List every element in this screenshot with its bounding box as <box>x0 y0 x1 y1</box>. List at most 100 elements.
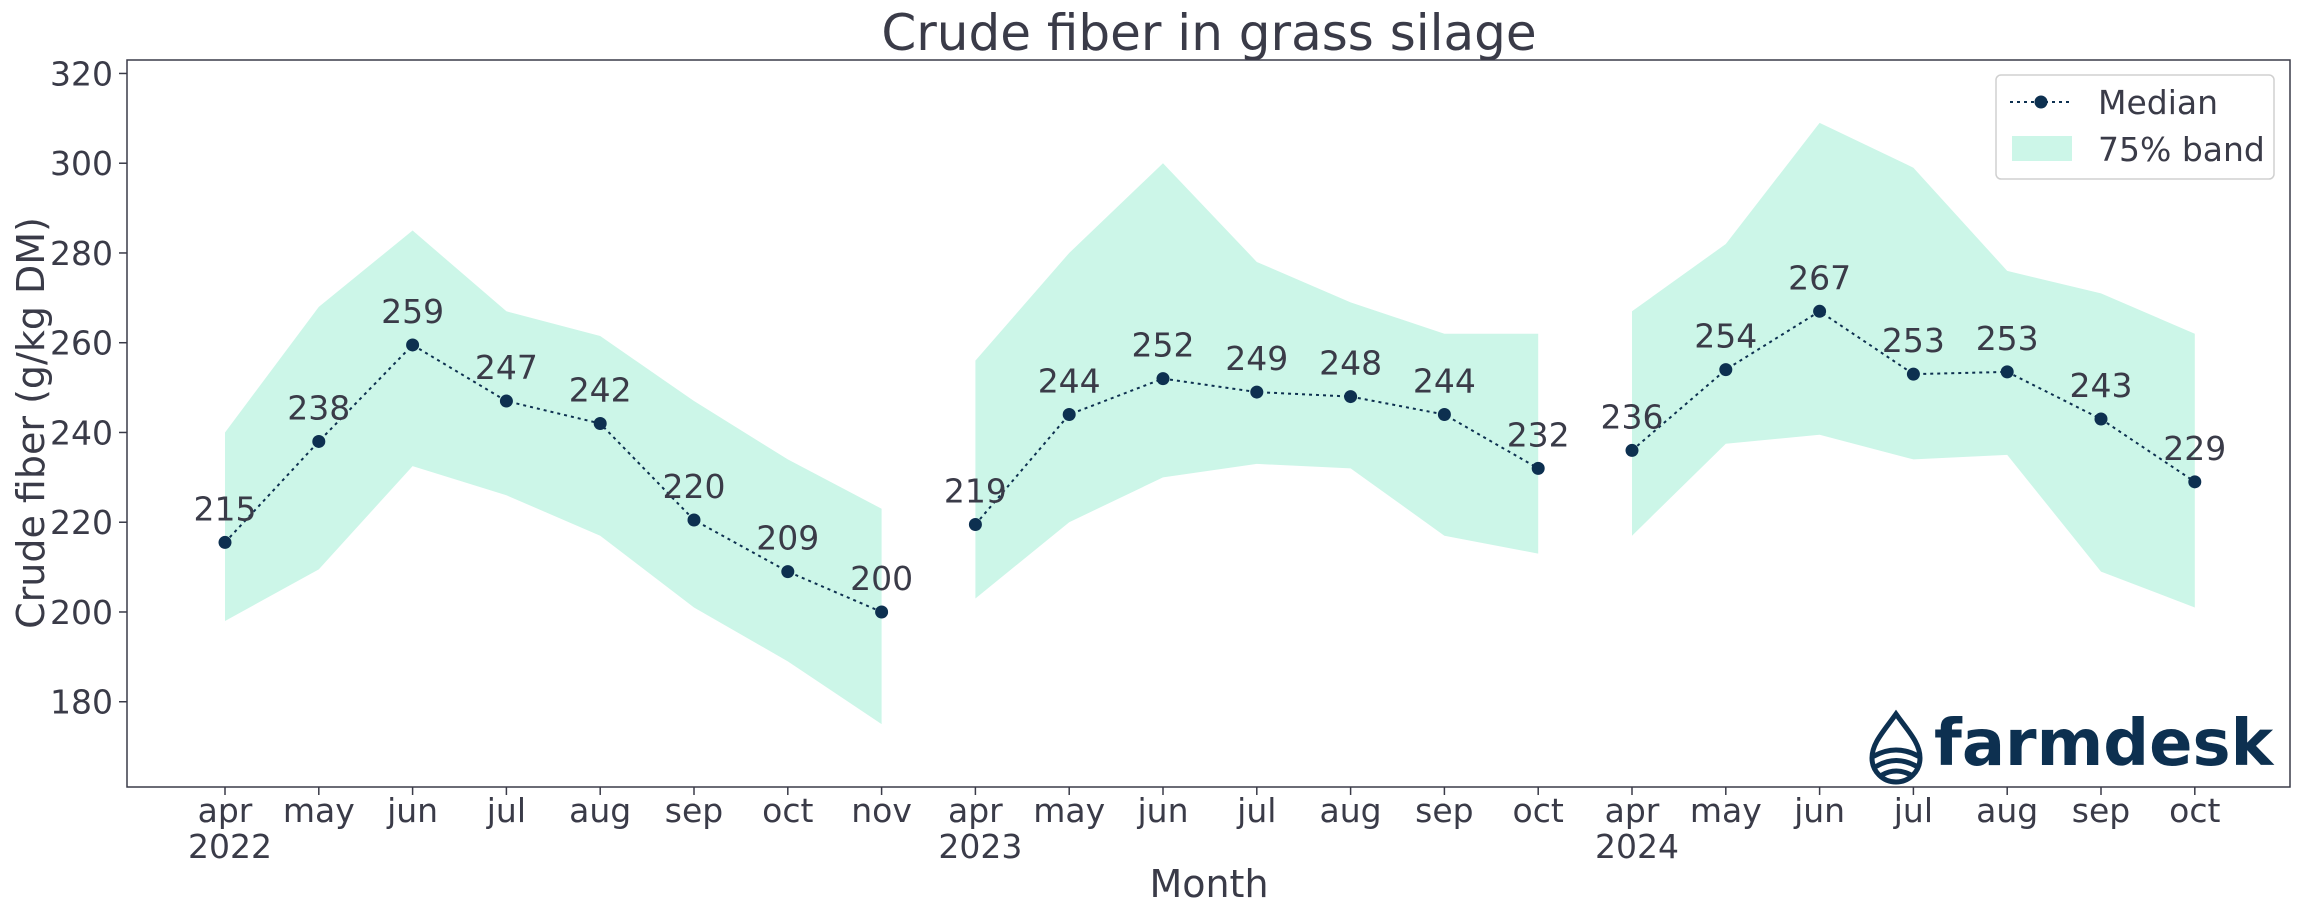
data-label: 253 <box>1976 319 2039 358</box>
x-tick-label: apr <box>948 791 1003 830</box>
median-point <box>1531 461 1545 475</box>
data-label: 247 <box>475 348 538 387</box>
x-tick-year-label: 2023 <box>938 827 1022 866</box>
data-label: 215 <box>194 489 257 528</box>
band-2022 <box>225 230 882 725</box>
median-point <box>2094 412 2108 426</box>
data-label: 254 <box>1694 317 1757 356</box>
data-label: 242 <box>569 371 632 410</box>
y-tick-label: 240 <box>50 413 113 452</box>
data-label: 236 <box>1601 397 1664 436</box>
x-tick-label: jun <box>1137 791 1189 830</box>
median-point <box>875 605 889 619</box>
data-label: 253 <box>1882 321 1945 360</box>
legend-band-swatch <box>2012 136 2072 161</box>
x-tick-label: nov <box>851 791 912 830</box>
y-tick-label: 180 <box>50 683 113 722</box>
median-point <box>1813 304 1827 318</box>
y-axis-ticks: 180 200 220 240 260 280 300 320 <box>50 54 127 722</box>
x-tick-label: apr <box>198 791 253 830</box>
legend-median-label: Median <box>2098 83 2218 122</box>
median-point <box>312 434 326 448</box>
x-tick-label: apr <box>1605 791 1660 830</box>
x-tick-label: may <box>283 791 355 830</box>
y-tick-label: 280 <box>50 234 113 273</box>
median-point <box>499 394 513 408</box>
median-point <box>2000 365 2014 379</box>
x-tick-label: may <box>1690 791 1762 830</box>
median-point <box>406 338 420 352</box>
data-label: 249 <box>1225 339 1288 378</box>
farmdesk-logo: farmdesk <box>1869 707 2275 785</box>
x-tick-label: aug <box>1976 791 2038 830</box>
data-label: 244 <box>1413 362 1476 401</box>
x-tick-label: sep <box>665 791 723 830</box>
chart-title: Crude fiber in grass silage <box>881 4 1536 62</box>
median-point <box>968 517 982 531</box>
bands <box>225 122 2195 725</box>
x-tick-year-label: 2022 <box>188 827 272 866</box>
median-point <box>218 535 232 549</box>
median-point <box>1437 408 1451 422</box>
median-point <box>1719 363 1733 377</box>
median-point <box>1062 408 1076 422</box>
x-tick-label: aug <box>569 791 631 830</box>
x-tick-label: jul <box>1236 791 1276 830</box>
median-point <box>1156 372 1170 386</box>
median-lines <box>224 310 2196 613</box>
data-label: 232 <box>1507 415 1570 454</box>
median-point <box>687 513 701 527</box>
data-label: 209 <box>756 519 819 558</box>
median-point <box>1906 367 1920 381</box>
x-tick-label: jun <box>386 791 438 830</box>
data-label: 243 <box>2070 366 2133 405</box>
water-drop-icon <box>1869 709 1923 785</box>
y-axis-label: Crude fiber (g/kg DM) <box>9 217 53 629</box>
median-point <box>2188 475 2202 489</box>
y-tick-label: 300 <box>50 144 113 183</box>
data-labels: 215 238 259 247 242 220 209 200 219 244 252 249 248 2… <box>194 258 2227 598</box>
data-label: 219 <box>944 471 1007 510</box>
logo-text: farmdesk <box>1934 707 2275 781</box>
median-point <box>593 417 607 430</box>
legend: Median 75% band <box>1995 74 2275 180</box>
plot-frame <box>126 59 2291 788</box>
x-tick-label: jun <box>1793 791 1845 830</box>
median-point <box>1250 385 1264 399</box>
data-label: 244 <box>1038 362 1101 401</box>
data-label: 267 <box>1788 258 1851 297</box>
median-points <box>218 304 2202 619</box>
x-tick-label: jul <box>1893 791 1933 830</box>
data-label: 248 <box>1319 344 1382 383</box>
x-tick-label: jul <box>486 791 526 830</box>
median-point <box>1625 443 1639 457</box>
x-tick-year-label: 2024 <box>1595 827 1679 866</box>
x-tick-label: aug <box>1320 791 1382 830</box>
band-2024 <box>1632 122 2195 608</box>
median-point <box>1344 390 1358 404</box>
median-point <box>781 565 795 579</box>
band-2023 <box>975 163 1539 599</box>
x-tick-label: oct <box>762 791 813 830</box>
data-label: 238 <box>287 388 350 427</box>
y-tick-label: 320 <box>50 54 113 93</box>
data-label: 220 <box>663 467 726 506</box>
y-tick-label: 200 <box>50 593 113 632</box>
y-tick-label: 220 <box>50 503 113 542</box>
x-tick-label: oct <box>1513 791 1564 830</box>
data-label: 252 <box>1132 326 1195 365</box>
legend-band-label: 75% band <box>2098 130 2265 169</box>
legend-median-marker <box>2034 95 2048 109</box>
x-tick-label: oct <box>2169 791 2220 830</box>
x-axis-label: Month <box>1149 862 1268 906</box>
x-tick-label: sep <box>1415 791 1473 830</box>
y-tick-label: 260 <box>50 324 113 363</box>
median-line-2022 <box>224 343 882 613</box>
x-tick-label: may <box>1033 791 1105 830</box>
data-label: 229 <box>2163 429 2226 468</box>
data-label: 200 <box>850 559 913 598</box>
data-label: 259 <box>381 292 444 331</box>
x-tick-label: sep <box>2072 791 2130 830</box>
